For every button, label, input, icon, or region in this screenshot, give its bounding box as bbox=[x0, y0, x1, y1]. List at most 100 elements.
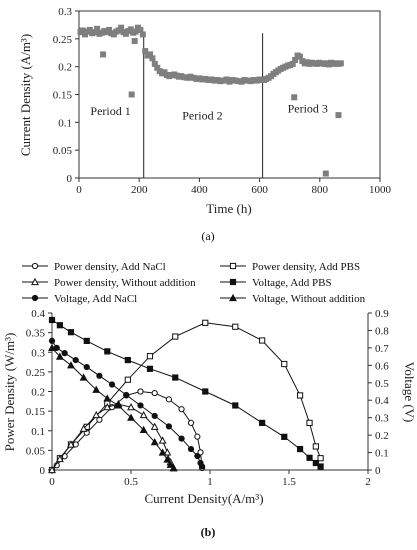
panel-a-period-lines bbox=[143, 33, 264, 178]
panel-b-x-axis-label: Current Density(A/m³) bbox=[144, 491, 263, 506]
panel-a-caption: (a) bbox=[201, 229, 214, 243]
data-point-triangle bbox=[31, 277, 39, 286]
series-circle-open bbox=[48, 388, 206, 474]
data-point-circle bbox=[48, 337, 56, 345]
data-point-triangle bbox=[163, 455, 172, 463]
data-point bbox=[181, 74, 188, 81]
data-point-circle bbox=[96, 372, 103, 379]
data-point-square bbox=[281, 360, 288, 368]
data-point-square bbox=[48, 316, 56, 324]
x-tick-label: 2 bbox=[365, 476, 371, 488]
y2-tick-label: 0.2 bbox=[375, 430, 389, 442]
data-point-circle bbox=[178, 435, 185, 442]
panel-b-legend: Power density, Add NaCl Power density, Ad… bbox=[22, 261, 366, 305]
data-point-triangle bbox=[55, 352, 64, 360]
data-point bbox=[131, 38, 138, 45]
panel-b-series bbox=[48, 316, 324, 474]
data-point-circle bbox=[194, 452, 201, 460]
panel-a-annotations: Period 1 Period 2 Period 3 bbox=[90, 101, 327, 122]
y-tick-label: 0 bbox=[67, 173, 73, 185]
data-point bbox=[94, 25, 101, 32]
data-point-triangle bbox=[114, 401, 123, 409]
data-point bbox=[291, 94, 298, 101]
x-tick-label: 400 bbox=[191, 184, 208, 196]
data-point bbox=[322, 170, 329, 177]
data-point-circle bbox=[31, 294, 39, 302]
data-point-triangle bbox=[163, 448, 172, 456]
data-point-square bbox=[317, 463, 324, 470]
x-tick-label: 800 bbox=[312, 184, 329, 196]
data-point-square bbox=[202, 319, 209, 326]
y2-tick-label: 0.8 bbox=[375, 325, 389, 337]
data-point bbox=[235, 78, 242, 85]
panel-a-data-points bbox=[77, 24, 344, 177]
data-point bbox=[229, 77, 236, 84]
x-tick-label: 200 bbox=[131, 184, 148, 196]
data-point bbox=[190, 74, 197, 81]
data-point-square bbox=[124, 376, 131, 383]
panel-a: 0 0.05 0.1 0.15 0.2 0.25 0.3 0 200 400 600 800 1000… bbox=[18, 6, 392, 243]
y2-tick-label: 0.3 bbox=[375, 413, 389, 425]
data-point-square bbox=[229, 262, 237, 270]
data-point-square bbox=[229, 278, 237, 286]
data-point bbox=[106, 26, 113, 33]
data-point bbox=[296, 53, 303, 60]
panel-b-caption: (b) bbox=[201, 525, 216, 539]
data-point bbox=[139, 31, 146, 38]
data-point bbox=[205, 77, 212, 84]
data-point-triangle bbox=[79, 424, 88, 432]
data-point bbox=[91, 29, 98, 36]
y-tick-label: 0.3 bbox=[58, 6, 72, 18]
y2-tick-label: 0.7 bbox=[375, 343, 389, 355]
x-tick-label: 600 bbox=[251, 184, 268, 196]
series-triangle-open bbox=[48, 399, 178, 474]
x-tick-label: 1000 bbox=[369, 184, 392, 196]
y2-tick-label: 0.5 bbox=[375, 378, 389, 390]
data-point bbox=[79, 27, 86, 34]
data-point-circle bbox=[199, 463, 206, 470]
data-point-square bbox=[172, 374, 179, 381]
data-point-triangle bbox=[92, 385, 101, 393]
data-point-square bbox=[296, 445, 304, 453]
period-label: Period 1 bbox=[90, 104, 130, 118]
y2-tick-label: 0.9 bbox=[375, 308, 389, 320]
legend-label: Power density, Without addition bbox=[54, 277, 196, 289]
data-point-circle bbox=[31, 262, 39, 270]
panel-b-y2-axis-label: Voltage (V) bbox=[402, 362, 417, 423]
data-point bbox=[178, 73, 185, 80]
legend-item: Voltage, Add NaCl bbox=[22, 293, 137, 305]
data-point-triangle bbox=[103, 403, 112, 411]
data-point-circle bbox=[151, 389, 158, 397]
data-point-triangle bbox=[92, 410, 101, 419]
series-square-filled bbox=[48, 316, 324, 470]
legend-item: Power density, Without addition bbox=[22, 277, 196, 289]
data-point-circle bbox=[178, 406, 185, 413]
legend-label: Power density, Add PBS bbox=[252, 261, 360, 273]
data-point-circle bbox=[187, 445, 195, 453]
data-point-triangle bbox=[169, 464, 178, 472]
data-point-circle bbox=[165, 396, 173, 403]
data-point-triangle bbox=[158, 436, 167, 444]
data-point bbox=[86, 26, 93, 33]
data-point-square bbox=[259, 419, 266, 426]
data-point-triangle bbox=[150, 437, 159, 446]
data-point-square bbox=[232, 402, 239, 409]
data-point-triangle bbox=[127, 403, 135, 411]
y-tick-label: 0.05 bbox=[26, 445, 46, 457]
data-point bbox=[247, 78, 254, 85]
data-point-circle bbox=[83, 363, 90, 371]
data-point-square bbox=[281, 433, 288, 440]
data-point-square bbox=[172, 333, 179, 340]
series-line bbox=[51, 322, 322, 471]
x-tick-label: 0.5 bbox=[124, 476, 138, 488]
data-point-circle bbox=[165, 423, 173, 430]
data-point bbox=[187, 73, 194, 80]
data-point bbox=[337, 60, 344, 67]
data-point-square bbox=[312, 459, 319, 467]
data-point-triangle bbox=[48, 465, 56, 474]
data-point-circle bbox=[61, 350, 68, 357]
data-point-circle bbox=[72, 357, 79, 364]
data-point bbox=[196, 75, 203, 82]
legend-label: Voltage, Add PBS bbox=[252, 277, 332, 289]
